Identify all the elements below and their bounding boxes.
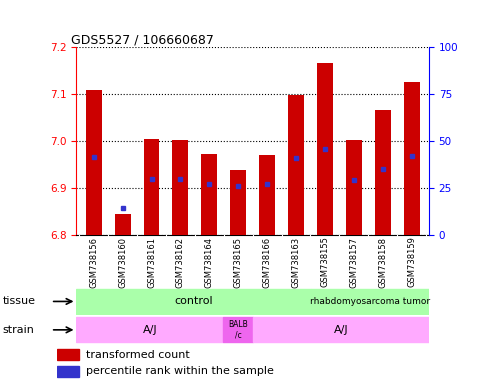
Text: GDS5527 / 106660687: GDS5527 / 106660687 (71, 33, 214, 46)
Bar (76, 318, 223, 342)
Text: GSM738163: GSM738163 (291, 237, 301, 288)
Bar (143, 139, 159, 235)
Text: GSM738156: GSM738156 (89, 237, 98, 288)
Bar (346, 140, 362, 235)
Bar (86, 90, 102, 235)
Text: GSM738160: GSM738160 (118, 237, 127, 288)
Bar (173, 139, 188, 235)
Bar (312, 289, 429, 314)
Text: GSM738161: GSM738161 (147, 237, 156, 288)
Text: A/J: A/J (333, 325, 348, 335)
Text: A/J: A/J (142, 325, 157, 335)
Text: percentile rank within the sample: percentile rank within the sample (86, 366, 274, 376)
Text: BALB
/c: BALB /c (228, 320, 248, 339)
Bar (375, 110, 390, 235)
Bar (57, 366, 79, 377)
Text: GSM738157: GSM738157 (349, 237, 358, 288)
Text: control: control (175, 296, 213, 306)
Text: tissue: tissue (2, 296, 35, 306)
Bar (230, 170, 246, 235)
Text: GSM738158: GSM738158 (378, 237, 387, 288)
Bar (76, 289, 312, 314)
Text: GSM738165: GSM738165 (234, 237, 243, 288)
Bar (317, 63, 333, 235)
Text: GSM738162: GSM738162 (176, 237, 185, 288)
Bar (201, 154, 217, 235)
Bar (223, 318, 252, 342)
Bar (57, 349, 79, 360)
Bar (259, 155, 275, 235)
Text: rhabdomyosarcoma tumor: rhabdomyosarcoma tumor (310, 297, 430, 306)
Text: GSM738159: GSM738159 (407, 237, 416, 288)
Text: GSM738164: GSM738164 (205, 237, 214, 288)
Bar (115, 214, 131, 235)
Text: GSM738166: GSM738166 (263, 237, 272, 288)
Text: GSM738155: GSM738155 (320, 237, 329, 288)
Bar (253, 318, 429, 342)
Bar (404, 82, 420, 235)
Text: transformed count: transformed count (86, 349, 190, 359)
Bar (288, 95, 304, 235)
Text: strain: strain (2, 325, 35, 335)
